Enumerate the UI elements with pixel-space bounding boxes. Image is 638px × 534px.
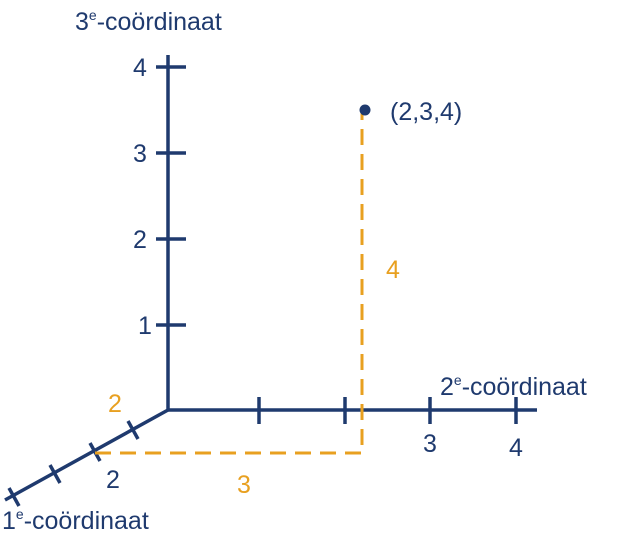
tick (7, 487, 21, 507)
tick-label: 2 (106, 466, 120, 494)
tick-label: 1 (138, 312, 152, 340)
axis-sup: e (89, 7, 97, 23)
axis-label: -coördinaat (24, 507, 149, 534)
tick-label: 4 (509, 434, 523, 462)
guide-label: 2 (108, 390, 122, 418)
axis-number: 1 (2, 507, 16, 534)
axis-sup: e (454, 372, 462, 388)
axis-number: 2 (440, 373, 454, 401)
tick (126, 420, 140, 440)
tick-label: 3 (423, 430, 437, 458)
axis-number: 3 (75, 8, 89, 36)
tick-label: 3 (133, 140, 147, 168)
point (359, 104, 371, 116)
axis-title: 1e-coördinaat (2, 506, 149, 534)
guide-label: 3 (237, 471, 251, 499)
axis-label: -coördinaat (462, 373, 587, 401)
axis-label: -coördinaat (97, 8, 222, 36)
guide-label: 4 (386, 256, 400, 284)
ticks (7, 65, 518, 507)
axis-title: 2e-coördinaat (440, 372, 587, 401)
tick-label: 2 (133, 226, 147, 254)
axis-title: 3e-coördinaat (75, 7, 222, 36)
tick-labels: 1 2 3 4 3 4 2 (106, 54, 523, 494)
tick (48, 464, 62, 484)
first-axis (4, 408, 169, 502)
axis-sup: e (16, 506, 24, 522)
tick-label: 4 (133, 54, 147, 82)
guide-lines (95, 112, 364, 455)
guides: 2 3 4 (95, 112, 400, 499)
point-label: (2,3,4) (390, 98, 462, 126)
